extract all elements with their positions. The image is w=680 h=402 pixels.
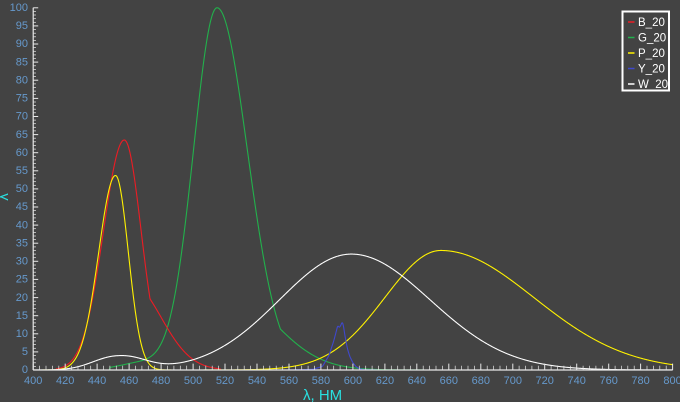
svg-text:75: 75 <box>16 93 28 105</box>
svg-text:600: 600 <box>344 375 362 387</box>
svg-text:G_20: G_20 <box>638 33 666 45</box>
svg-text:65: 65 <box>16 129 28 141</box>
svg-text:40: 40 <box>16 219 28 231</box>
svg-text:780: 780 <box>631 375 649 387</box>
svg-text:480: 480 <box>152 375 170 387</box>
svg-text:30: 30 <box>16 256 28 268</box>
svg-text:520: 520 <box>216 375 234 387</box>
svg-text:50: 50 <box>16 183 28 195</box>
svg-text:700: 700 <box>504 375 522 387</box>
svg-text:5: 5 <box>22 346 28 358</box>
svg-text:760: 760 <box>600 375 618 387</box>
svg-text:55: 55 <box>16 165 28 177</box>
svg-text:45: 45 <box>16 201 28 213</box>
svg-text:60: 60 <box>16 147 28 159</box>
svg-text:500: 500 <box>184 375 202 387</box>
svg-text:540: 540 <box>248 375 266 387</box>
svg-text:720: 720 <box>536 375 554 387</box>
svg-text:100: 100 <box>10 2 28 14</box>
svg-text:λ: λ <box>0 193 12 201</box>
svg-text:460: 460 <box>120 375 138 387</box>
svg-text:λ, НМ: λ, НМ <box>303 387 342 402</box>
svg-text:70: 70 <box>16 111 28 123</box>
svg-text:440: 440 <box>88 375 106 387</box>
svg-text:620: 620 <box>376 375 394 387</box>
svg-text:P_20: P_20 <box>638 48 665 60</box>
svg-text:35: 35 <box>16 237 28 249</box>
svg-text:15: 15 <box>16 310 28 322</box>
svg-text:800: 800 <box>663 375 680 387</box>
svg-text:Y_20: Y_20 <box>638 64 665 76</box>
svg-text:740: 740 <box>568 375 586 387</box>
svg-text:95: 95 <box>16 20 28 32</box>
svg-text:B_20: B_20 <box>638 17 665 29</box>
svg-text:660: 660 <box>440 375 458 387</box>
svg-text:640: 640 <box>408 375 426 387</box>
svg-text:85: 85 <box>16 56 28 68</box>
svg-text:580: 580 <box>312 375 330 387</box>
svg-text:10: 10 <box>16 328 28 340</box>
svg-text:W_20: W_20 <box>638 79 668 91</box>
svg-text:80: 80 <box>16 74 28 86</box>
svg-text:420: 420 <box>56 375 74 387</box>
svg-text:90: 90 <box>16 38 28 50</box>
svg-text:560: 560 <box>280 375 298 387</box>
svg-text:680: 680 <box>472 375 490 387</box>
svg-text:25: 25 <box>16 274 28 286</box>
svg-text:400: 400 <box>24 375 42 387</box>
svg-text:20: 20 <box>16 292 28 304</box>
